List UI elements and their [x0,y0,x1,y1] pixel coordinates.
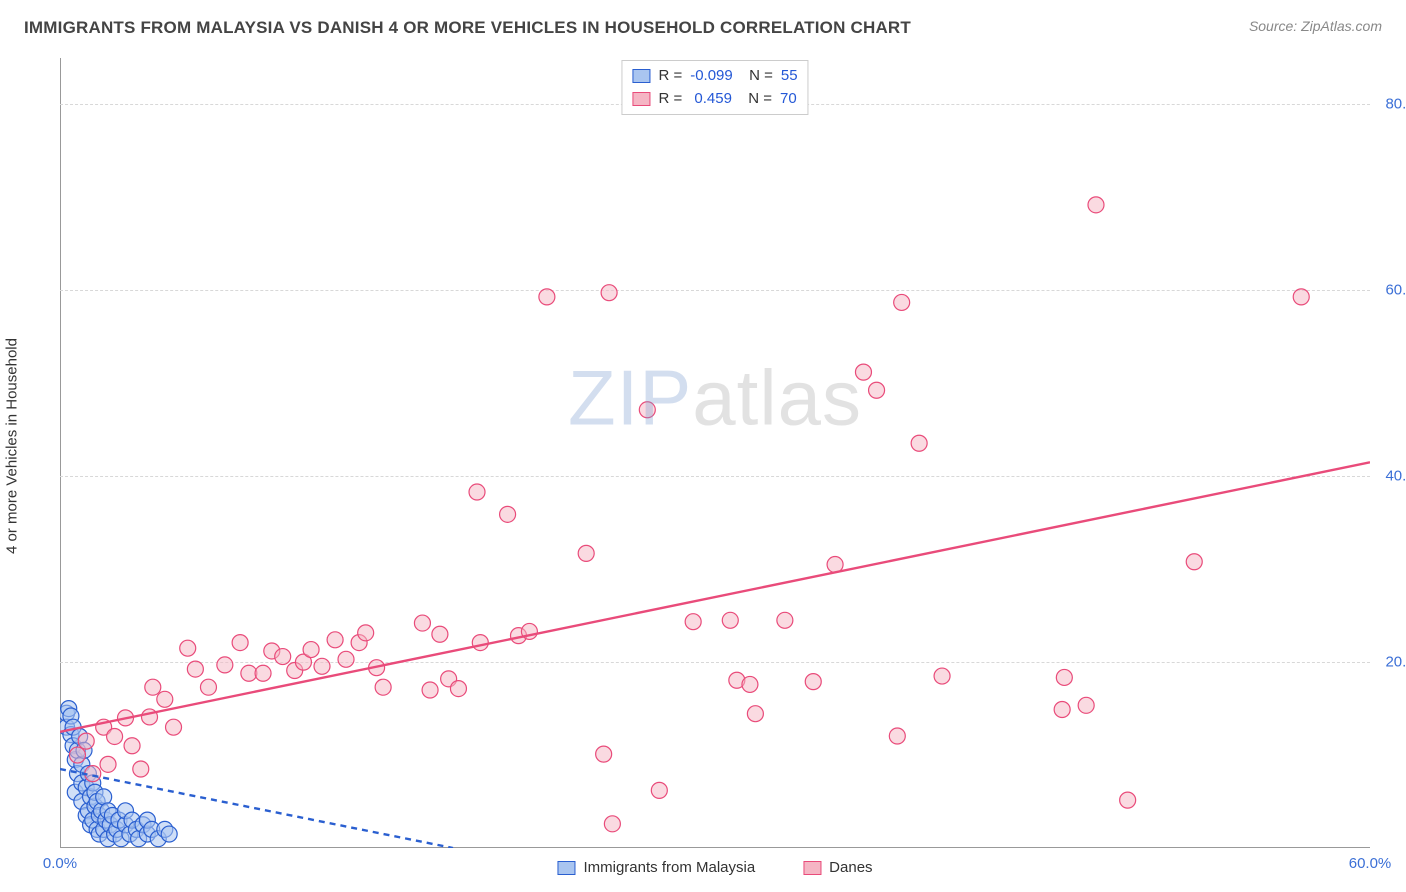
scatter-point [539,289,555,305]
legend-swatch-0 [632,69,650,83]
scatter-point [805,674,821,690]
scatter-point [777,612,793,628]
scatter-point [187,661,203,677]
y-tick-label: 80.0% [1385,96,1406,113]
scatter-point [375,679,391,695]
scatter-point [100,756,116,772]
scatter-point [500,506,516,522]
scatter-point [180,640,196,656]
scatter-point [200,679,216,695]
legend-R-value-0: -0.099 [690,65,733,88]
scatter-point [124,738,140,754]
scatter-point [472,635,488,651]
scatter-point [1088,197,1104,213]
legend-series: Immigrants from Malaysia Danes [557,859,872,876]
scatter-point [338,651,354,667]
scatter-point [1056,669,1072,685]
legend-swatch-icon [557,861,575,875]
scatter-point [596,746,612,762]
scatter-point [145,679,161,695]
legend-item-label: Immigrants from Malaysia [583,859,755,876]
scatter-point [157,691,173,707]
scatter-point [1293,289,1309,305]
legend-correlation: R = -0.099 N = 55 R = 0.459 N = 70 [621,60,808,115]
scatter-point [327,632,343,648]
chart-area: 20.0%40.0%60.0%80.0% 0.0%60.0% ZIPatlas … [60,58,1370,848]
scatter-point [217,657,233,673]
scatter-point [275,649,291,665]
scatter-point [639,402,655,418]
y-axis-label: 4 or more Vehicles in Household [4,338,21,554]
scatter-point [889,728,905,744]
scatter-point [934,668,950,684]
x-tick-label: 0.0% [43,855,77,872]
scatter-point [651,782,667,798]
scatter-point [869,382,885,398]
trend-line [60,462,1370,732]
scatter-point [314,658,330,674]
scatter-point [69,747,85,763]
scatter-point [107,728,123,744]
legend-item-label: Danes [829,859,872,876]
scatter-point [685,614,701,630]
scatter-point [578,545,594,561]
source-credit: Source: ZipAtlas.com [1249,18,1382,34]
scatter-point [414,615,430,631]
legend-R-label: R = [658,88,682,111]
scatter-point [450,681,466,697]
scatter-point [78,733,94,749]
scatter-point [604,816,620,832]
scatter-point [1078,697,1094,713]
scatter-point [855,364,871,380]
scatter-point [1054,702,1070,718]
scatter-point [166,719,182,735]
scatter-point [894,294,910,310]
legend-row-0: R = -0.099 N = 55 [632,65,797,88]
scatter-point [722,612,738,628]
scatter-point [303,642,319,658]
legend-N-label: N = [741,65,773,88]
y-tick-label: 60.0% [1385,282,1406,299]
scatter-point [232,635,248,651]
scatter-point [911,435,927,451]
legend-N-value-0: 55 [781,65,798,88]
scatter-point [255,665,271,681]
scatter-point [133,761,149,777]
legend-N-label: N = [740,88,772,111]
y-tick-label: 20.0% [1385,654,1406,671]
scatter-point [742,676,758,692]
scatter-plot [60,58,1370,848]
legend-item-1: Danes [803,859,872,876]
scatter-point [601,285,617,301]
scatter-point [469,484,485,500]
x-tick-label: 60.0% [1349,855,1392,872]
legend-row-1: R = 0.459 N = 70 [632,88,797,111]
scatter-point [1120,792,1136,808]
legend-swatch-icon [803,861,821,875]
scatter-point [422,682,438,698]
legend-R-value-1: 0.459 [690,88,732,111]
scatter-point [358,625,374,641]
scatter-point [432,626,448,642]
legend-swatch-1 [632,92,650,106]
scatter-point [747,706,763,722]
legend-item-0: Immigrants from Malaysia [557,859,755,876]
scatter-point [1186,554,1202,570]
y-tick-label: 40.0% [1385,468,1406,485]
scatter-point [161,826,177,842]
chart-title: IMMIGRANTS FROM MALAYSIA VS DANISH 4 OR … [24,18,911,38]
legend-N-value-1: 70 [780,88,797,111]
legend-R-label: R = [658,65,682,88]
